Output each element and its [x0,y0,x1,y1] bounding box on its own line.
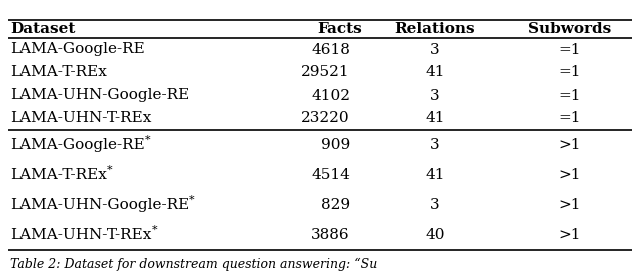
Text: *: * [152,225,157,235]
Text: Dataset: Dataset [10,22,76,36]
Text: 3: 3 [430,138,440,152]
Text: 3: 3 [430,43,440,56]
Text: Subwords: Subwords [529,22,612,36]
Text: *: * [145,135,150,145]
Text: LAMA-UHN-Google-RE: LAMA-UHN-Google-RE [10,198,189,212]
Text: =1: =1 [559,88,581,103]
Text: *: * [107,165,113,175]
Text: 4102: 4102 [311,88,350,103]
Text: 41: 41 [425,66,445,80]
Text: LAMA-Google-RE: LAMA-Google-RE [10,138,145,152]
Text: =1: =1 [559,43,581,56]
Text: LAMA-T-REx: LAMA-T-REx [10,168,107,182]
Text: LAMA-UHN-T-REx: LAMA-UHN-T-REx [10,228,152,242]
Text: 41: 41 [425,168,445,182]
Text: 3: 3 [430,88,440,103]
Text: 23220: 23220 [301,111,350,125]
Text: >1: >1 [559,138,581,152]
Text: LAMA-UHN-Google-RE: LAMA-UHN-Google-RE [10,88,189,103]
Text: LAMA-UHN-T-REx: LAMA-UHN-T-REx [10,111,152,125]
Text: =1: =1 [559,111,581,125]
Text: 3886: 3886 [312,228,350,242]
Text: Facts: Facts [317,22,362,36]
Text: =1: =1 [559,66,581,80]
Text: >1: >1 [559,198,581,212]
Text: 29521: 29521 [301,66,350,80]
Text: 829: 829 [321,198,350,212]
Text: Table 2: Dataset for downstream question answering: “Su: Table 2: Dataset for downstream question… [10,257,377,270]
Text: LAMA-T-REx: LAMA-T-REx [10,66,107,80]
Text: Relations: Relations [395,22,476,36]
Text: 41: 41 [425,111,445,125]
Text: >1: >1 [559,228,581,242]
Text: 40: 40 [425,228,445,242]
Text: 4514: 4514 [311,168,350,182]
Text: *: * [189,195,195,205]
Text: 909: 909 [321,138,350,152]
Text: 4618: 4618 [311,43,350,56]
Text: >1: >1 [559,168,581,182]
Text: 3: 3 [430,198,440,212]
Text: LAMA-Google-RE: LAMA-Google-RE [10,43,145,56]
